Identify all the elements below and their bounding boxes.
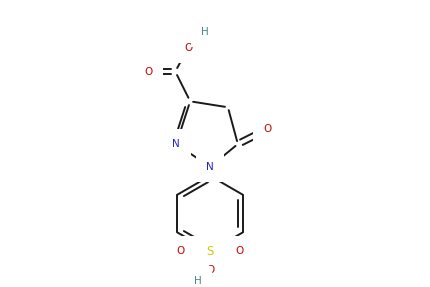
Text: H: H — [194, 276, 202, 286]
Text: O: O — [263, 124, 271, 134]
Text: S: S — [206, 245, 213, 258]
Text: O: O — [184, 43, 192, 53]
Text: O: O — [206, 265, 214, 275]
Text: N: N — [172, 139, 180, 149]
Text: N: N — [206, 162, 213, 172]
Text: O: O — [235, 246, 243, 256]
Text: H: H — [201, 27, 209, 37]
Text: O: O — [176, 246, 184, 256]
Text: O: O — [144, 67, 152, 77]
